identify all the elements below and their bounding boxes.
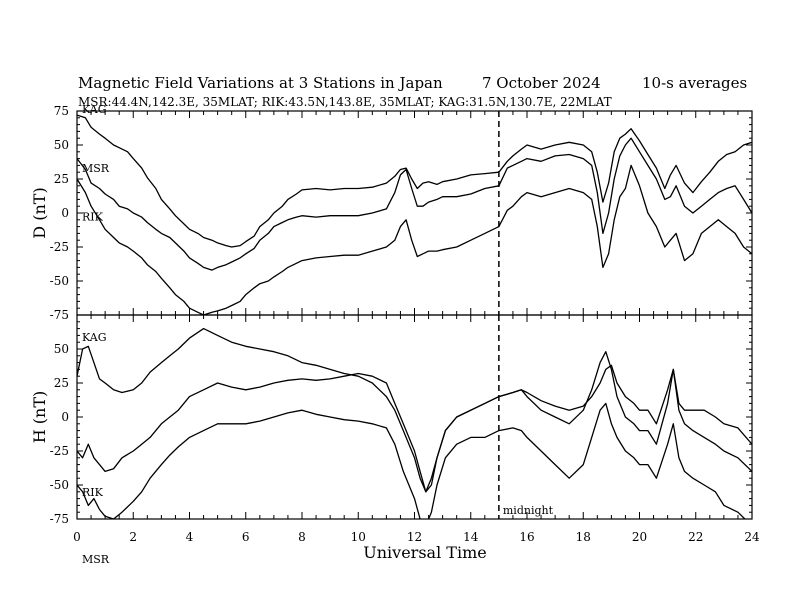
y-tick-label: -50	[50, 478, 69, 492]
y-tick-label: -25	[50, 240, 69, 254]
station-label-rik: RIK	[82, 486, 104, 499]
y-tick-label: 50	[54, 342, 69, 356]
x-tick-label: 6	[242, 530, 250, 544]
y-tick-label: 25	[54, 172, 69, 186]
y-tick-label: 25	[54, 376, 69, 390]
y-axis-label: H (nT)	[30, 391, 49, 444]
y-axis-label: D (nT)	[30, 187, 49, 238]
y-tick-label: -75	[50, 512, 69, 526]
station-label-rik: RIK	[82, 211, 104, 224]
x-tick-label: 22	[688, 530, 703, 544]
x-tick-label: 20	[632, 530, 647, 544]
y-tick-label: -25	[50, 444, 69, 458]
midnight-label: midnight	[503, 504, 554, 517]
station-label-kag: KAG	[82, 331, 107, 344]
panel-1: 50 25 0 -25 -50 -75 H (nT) KAG RIK MSR	[30, 314, 753, 566]
x-axis-label: Universal Time	[363, 543, 486, 562]
y-tick-label: -75	[50, 308, 69, 322]
station-label-kag: KAG	[82, 103, 107, 116]
station-label-msr: MSR	[82, 162, 110, 175]
x-tick-label: 10	[351, 530, 366, 544]
panel-0: 75 50 25 0 -25 -50 -75 D (nT) KAG RIK MSR	[30, 103, 753, 322]
series-line-rik	[77, 351, 752, 493]
chart-title: Magnetic Field Variations at 3 Stations …	[78, 74, 443, 92]
chart-date: 7 October 2024	[482, 74, 601, 92]
y-tick-label: 0	[61, 410, 69, 424]
x-tick-label: 12	[407, 530, 422, 544]
x-tick-label: 24	[744, 530, 760, 544]
x-tick-label: 16	[519, 530, 534, 544]
panels: 75 50 25 0 -25 -50 -75 D (nT) KAG RIK MSR 50 25 0 -25 -…	[30, 103, 760, 566]
series-line-kag	[77, 327, 752, 493]
series-line-kag	[77, 114, 752, 248]
y-tick-label: 50	[54, 138, 69, 152]
panel-frame	[76, 110, 753, 316]
x-tick-label: 0	[73, 530, 81, 544]
station-label-msr: MSR	[82, 553, 110, 566]
y-tick-label: -50	[50, 274, 69, 288]
y-tick-label: 75	[54, 104, 69, 118]
x-tick-label: 4	[186, 530, 194, 544]
chart-averaging: 10-s averages	[642, 74, 747, 92]
x-tick-label: 2	[129, 530, 137, 544]
x-tick-label: 14	[463, 530, 479, 544]
chart-subtitle: MSR:44.4N,142.3E, 35MLAT; RIK:43.5N,143.…	[78, 95, 612, 109]
x-tick-label: 18	[576, 530, 591, 544]
series-line-rik	[77, 137, 752, 271]
x-tick-label: 8	[298, 530, 306, 544]
series-line-msr	[77, 164, 752, 315]
y-tick-label: 0	[61, 206, 69, 220]
series-line-msr	[77, 402, 746, 519]
series-group	[77, 114, 752, 315]
panel-frame	[76, 314, 753, 520]
series-group	[77, 327, 752, 519]
